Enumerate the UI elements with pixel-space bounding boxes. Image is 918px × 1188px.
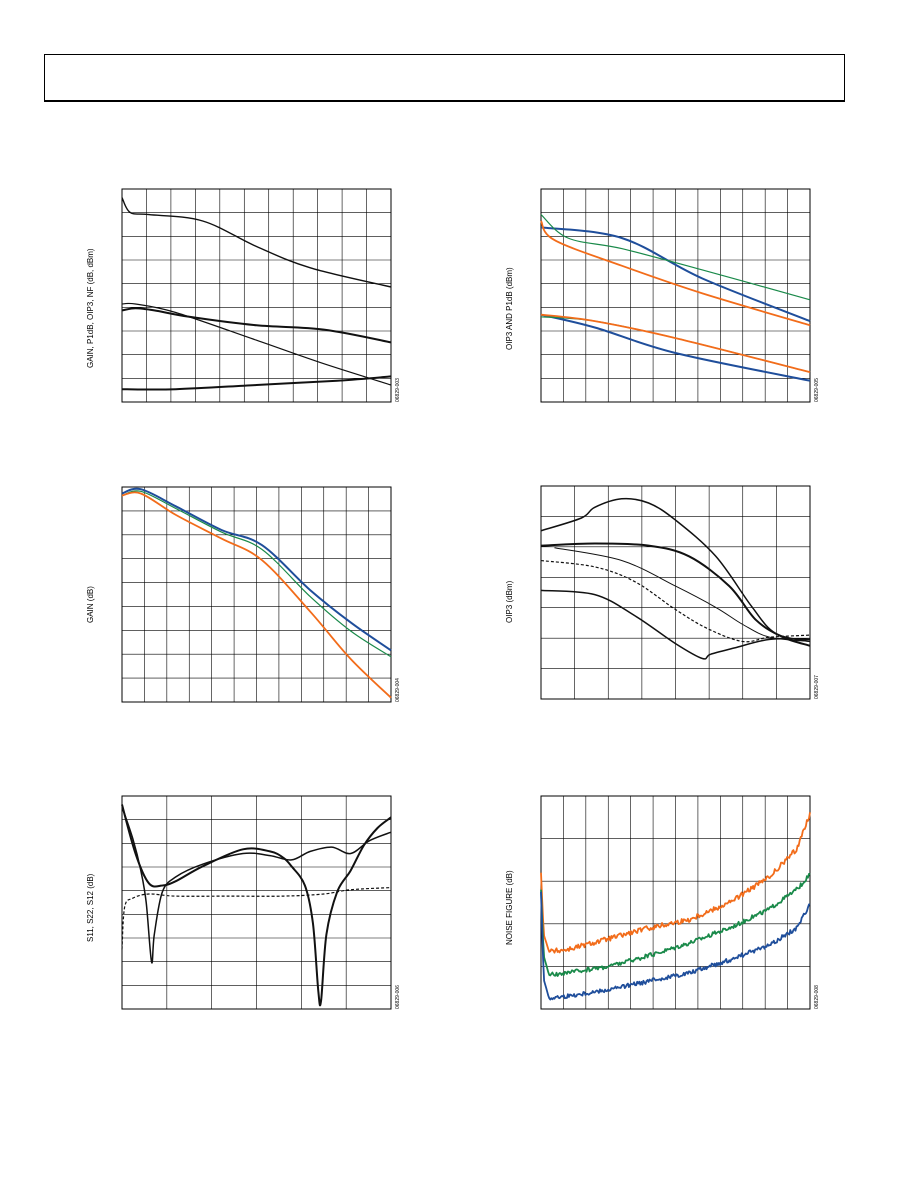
chart-4-figure-code: 06829-007 — [814, 675, 820, 699]
chart-6 — [540, 795, 811, 1010]
plot-frame — [540, 485, 811, 700]
plot-frame — [121, 486, 392, 703]
chart-1 — [121, 188, 392, 403]
chart-1-ylabel: GAIN, P1dB, OIP3, NF (dB, dBm) — [86, 248, 95, 368]
series-line — [554, 547, 811, 642]
series-line — [121, 491, 392, 699]
chart-2-ylabel: OIP3 AND P1dB (dBm) — [505, 267, 514, 350]
series-line — [121, 806, 392, 964]
series-line — [121, 887, 392, 950]
series-line — [540, 214, 811, 301]
chart-3 — [121, 486, 392, 703]
series-line — [540, 497, 811, 643]
series-line — [540, 812, 811, 954]
chart-6-figure-code: 06829-008 — [814, 985, 820, 1009]
series-line — [121, 804, 392, 1007]
chart-4 — [540, 485, 811, 700]
plot-frame — [121, 795, 392, 1010]
series-line — [540, 220, 811, 327]
chart-6-ylabel: NOISE FIGURE (dB) — [505, 870, 514, 945]
series-line — [121, 375, 392, 391]
series-line — [540, 313, 811, 374]
series-line — [121, 307, 392, 344]
series-line — [540, 891, 811, 1001]
chart-1-figure-code: 06829-003 — [395, 378, 401, 402]
chart-4-ylabel: OIP3 (dBm) — [505, 580, 514, 623]
series-line — [540, 559, 811, 643]
series-line — [540, 313, 811, 382]
series-line — [540, 226, 811, 323]
chart-3-figure-code: 06829-004 — [395, 678, 401, 702]
plot-frame — [121, 188, 392, 403]
chart-5 — [121, 795, 392, 1010]
series-line — [121, 302, 392, 386]
series-line — [540, 589, 811, 660]
series-line — [121, 487, 392, 652]
chart-2-figure-code: 06829-005 — [814, 378, 820, 402]
series-line — [540, 542, 811, 647]
series-line — [121, 197, 392, 288]
page-header-box — [44, 54, 845, 102]
series-line — [121, 490, 392, 658]
chart-3-ylabel: GAIN (dB) — [86, 586, 95, 623]
series-line — [540, 873, 811, 977]
chart-2 — [540, 188, 811, 403]
chart-5-figure-code: 06829-006 — [395, 985, 401, 1009]
chart-5-ylabel: S11, S22, S12 (dB) — [86, 873, 95, 942]
plot-frame — [540, 188, 811, 403]
